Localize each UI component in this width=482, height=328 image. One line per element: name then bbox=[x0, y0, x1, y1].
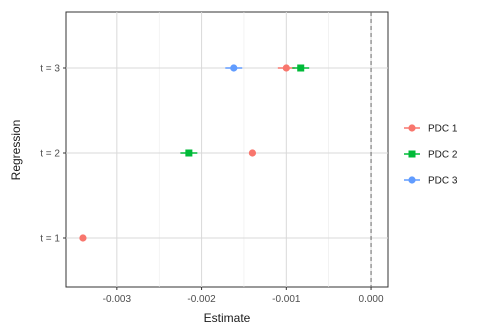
data-point bbox=[248, 149, 257, 157]
data-point bbox=[185, 149, 193, 157]
data-points bbox=[79, 64, 310, 242]
x-tick-label: 0.000 bbox=[359, 294, 384, 305]
data-point bbox=[79, 234, 87, 242]
x-tick-label: -0.003 bbox=[103, 294, 132, 305]
legend-key-marker bbox=[408, 150, 416, 158]
x-tick-label: -0.001 bbox=[272, 294, 301, 305]
data-point bbox=[297, 64, 305, 72]
data-point bbox=[230, 64, 238, 72]
y-tick-label: t = 1 bbox=[40, 234, 60, 245]
legend-key-marker bbox=[408, 176, 416, 184]
legend-label: PDC 2 bbox=[428, 150, 458, 161]
x-tick-label: -0.002 bbox=[187, 294, 216, 305]
y-tick-label: t = 2 bbox=[40, 149, 60, 160]
x-axis-title: Estimate bbox=[204, 311, 251, 325]
legend: PDC 1 PDC 2 PDC 3 bbox=[404, 124, 458, 187]
panel-background bbox=[65, 11, 389, 288]
legend-label: PDC 1 bbox=[428, 124, 458, 135]
legend-key-marker bbox=[408, 124, 416, 132]
legend-label: PDC 3 bbox=[428, 176, 458, 187]
y-tick-label: t = 3 bbox=[40, 64, 60, 75]
data-point bbox=[282, 64, 290, 72]
y-axis-ticks: t = 1 t = 2 t = 3 bbox=[40, 64, 66, 245]
x-axis-ticks: -0.003 -0.002 -0.001 0.000 bbox=[103, 287, 384, 305]
y-axis-title: Regression bbox=[9, 120, 23, 181]
